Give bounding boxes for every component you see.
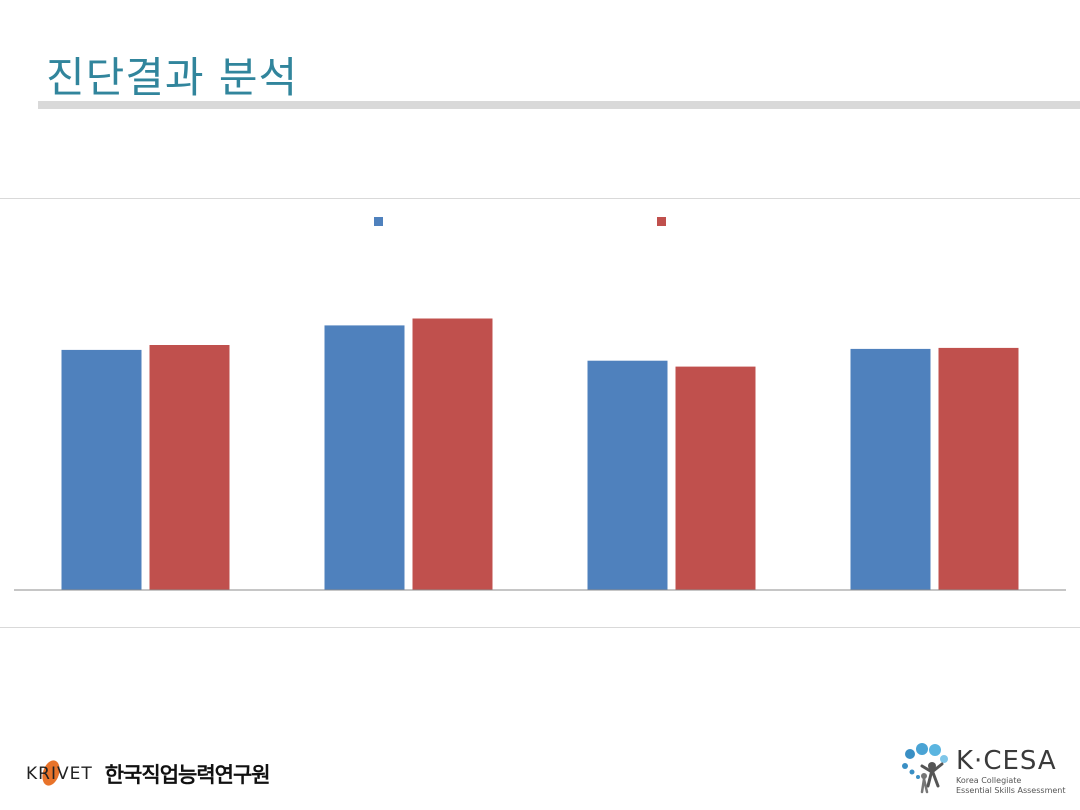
chart-frame-top bbox=[0, 198, 1080, 199]
kcesa-wordmark: K·CESA bbox=[956, 746, 1057, 776]
chart-legend bbox=[374, 217, 666, 226]
krivet-name-ko: 한국직업능력연구원 bbox=[104, 763, 271, 787]
slide-title: 진단결과 분석 bbox=[46, 53, 299, 102]
bar-series1-cat2 bbox=[324, 325, 405, 590]
kcesa-logo: K·CESA Korea Collegiate Essential Skills… bbox=[898, 742, 1073, 800]
bar-series2-cat2 bbox=[412, 318, 493, 590]
krivet-wordmark: KRIVET bbox=[26, 760, 93, 786]
legend-marker-series1 bbox=[374, 217, 383, 226]
krivet-logo-mark-icon bbox=[42, 760, 60, 786]
krivet-logo: KRIVET 한국직업능력연구원 bbox=[26, 758, 271, 790]
chart-frame-bottom bbox=[0, 627, 1080, 628]
bar-series2-cat3 bbox=[675, 366, 756, 590]
kcesa-logo-mark-icon bbox=[902, 743, 948, 794]
bar-series1-cat1 bbox=[61, 349, 142, 590]
legend-marker-series2 bbox=[657, 217, 666, 226]
bar-series1-cat4 bbox=[850, 348, 931, 590]
kcesa-subtitle: Korea Collegiate Essential Skills Assess… bbox=[956, 776, 1066, 795]
bar-chart bbox=[14, 217, 1066, 591]
bar-series1-cat3 bbox=[587, 360, 668, 590]
chart-bars bbox=[61, 318, 1019, 590]
krivet-label: KRIVET bbox=[26, 764, 93, 784]
bar-series2-cat4 bbox=[938, 347, 1019, 590]
bar-series2-cat1 bbox=[149, 345, 230, 590]
title-divider bbox=[38, 101, 1080, 109]
